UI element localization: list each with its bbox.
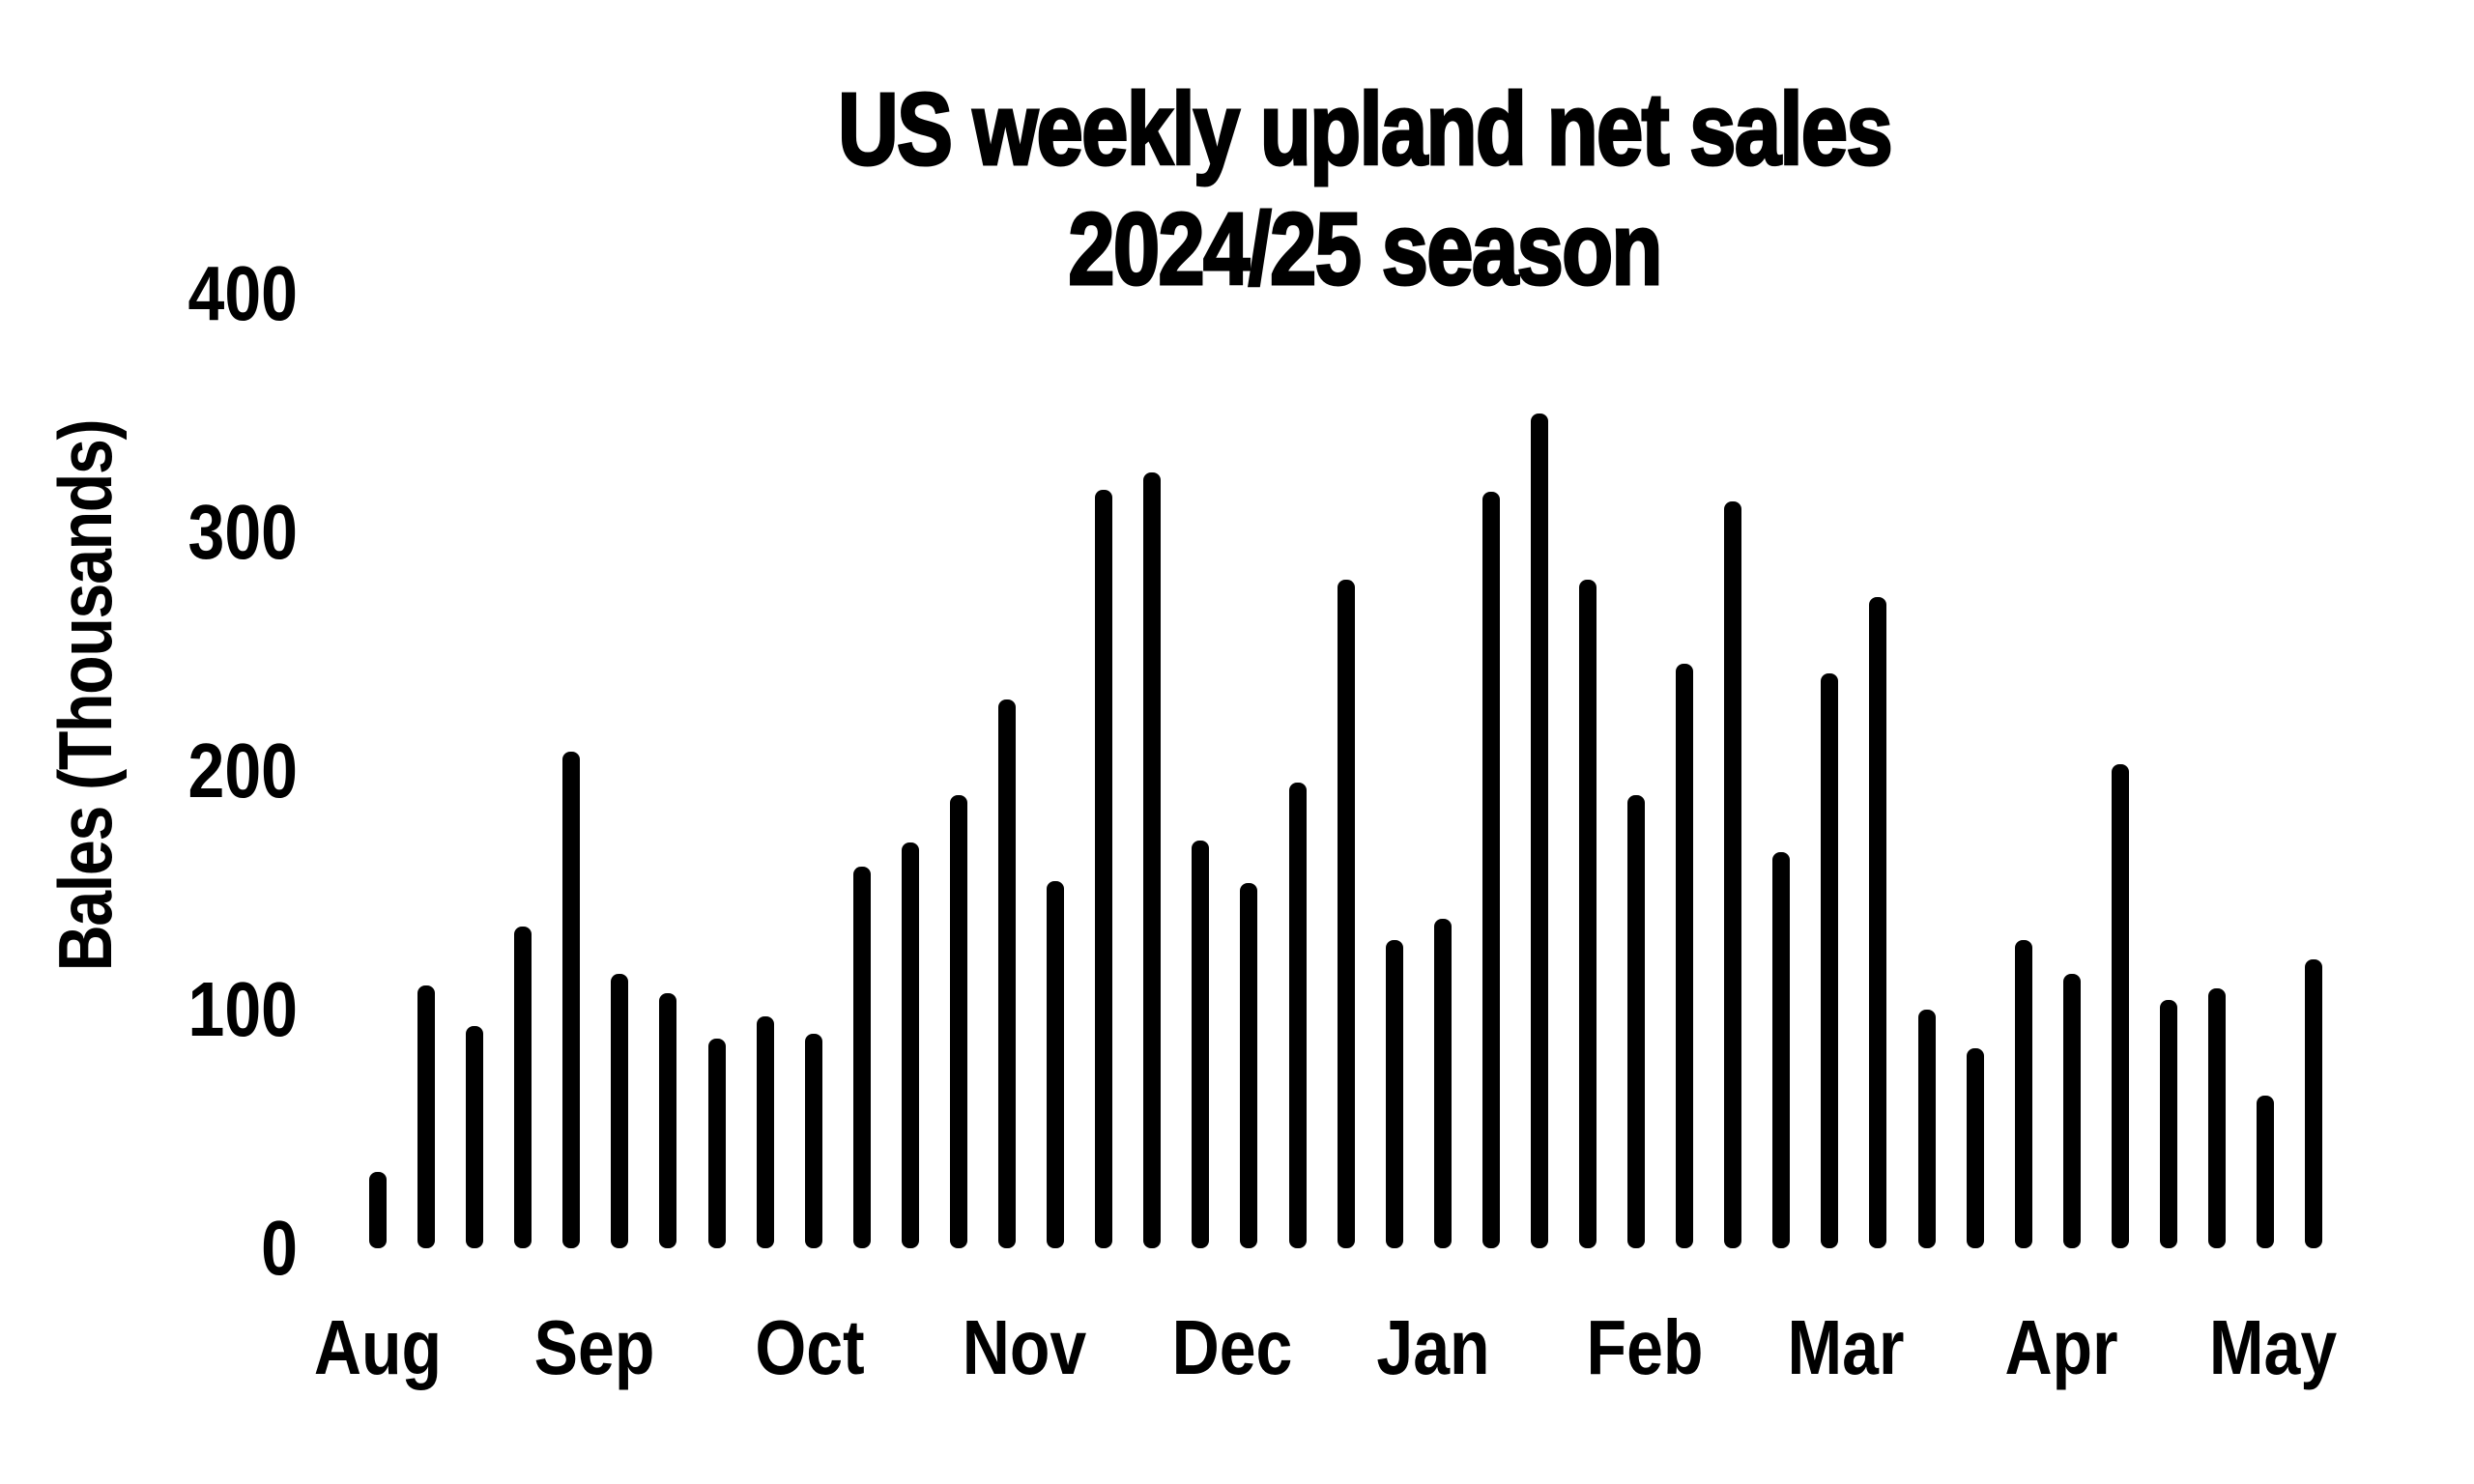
- bar: [659, 992, 677, 1248]
- bar: [1821, 672, 1839, 1248]
- y-tick-label: 200: [187, 728, 298, 813]
- bar: [756, 1016, 774, 1248]
- bar: [949, 794, 967, 1248]
- bar: [2305, 959, 2323, 1248]
- bar: [417, 985, 436, 1248]
- bar: [2208, 987, 2227, 1248]
- y-tick-label: 0: [261, 1205, 298, 1291]
- bar: [804, 1033, 822, 1248]
- bar: [514, 926, 532, 1248]
- x-tick-label: Apr: [2004, 1304, 2118, 1390]
- bar: [2257, 1095, 2275, 1248]
- bar: [1240, 883, 1258, 1248]
- x-tick-label: May: [2208, 1304, 2338, 1390]
- bar: [1676, 663, 1694, 1248]
- x-tick-label: Feb: [1586, 1304, 1704, 1390]
- bar: [1869, 596, 1887, 1248]
- bar: [2159, 1000, 2177, 1248]
- bar: [1337, 580, 1355, 1248]
- bar: [1192, 840, 1210, 1248]
- bar: [998, 699, 1017, 1248]
- bar: [1143, 472, 1162, 1248]
- bar: [852, 866, 871, 1248]
- bar: [2062, 973, 2081, 1248]
- bar: [562, 752, 581, 1248]
- bar: [1047, 880, 1065, 1248]
- bar: [1385, 940, 1403, 1248]
- bar: [1579, 580, 1597, 1248]
- x-tick-label: Aug: [313, 1304, 443, 1390]
- bar: [1482, 492, 1500, 1248]
- bar: [1288, 783, 1307, 1248]
- x-tick-label: Sep: [533, 1304, 655, 1390]
- x-tick-label: Mar: [1787, 1304, 1905, 1390]
- bar: [466, 1026, 484, 1248]
- bar: [1917, 1010, 1936, 1248]
- bar: [1772, 851, 1791, 1248]
- bar: [611, 973, 629, 1248]
- bar: [2111, 763, 2129, 1248]
- bar: [369, 1171, 387, 1248]
- chart-title-line2: 2024/25 season: [1067, 191, 1664, 308]
- y-tick-label: 400: [187, 250, 298, 336]
- bar: [707, 1038, 726, 1248]
- bar: [1724, 500, 1742, 1248]
- bar: [1966, 1047, 1984, 1248]
- x-tick-label: Oct: [755, 1304, 865, 1390]
- bar: [1095, 489, 1113, 1248]
- bar: [1627, 794, 1646, 1248]
- bar: [2014, 940, 2032, 1248]
- x-tick-label: Dec: [1171, 1304, 1293, 1390]
- x-tick-label: Jan: [1376, 1304, 1490, 1390]
- bar: [901, 842, 919, 1248]
- x-tick-label: Nov: [962, 1304, 1087, 1390]
- y-tick-label: 300: [187, 489, 298, 575]
- bar: [1530, 413, 1548, 1248]
- chart-title-line1: US weekly upland net sales: [837, 71, 1894, 188]
- bar: [1433, 919, 1452, 1248]
- chart-title: US weekly upland net sales 2024/25 seaso…: [572, 70, 2157, 309]
- y-tick-label: 100: [187, 966, 298, 1052]
